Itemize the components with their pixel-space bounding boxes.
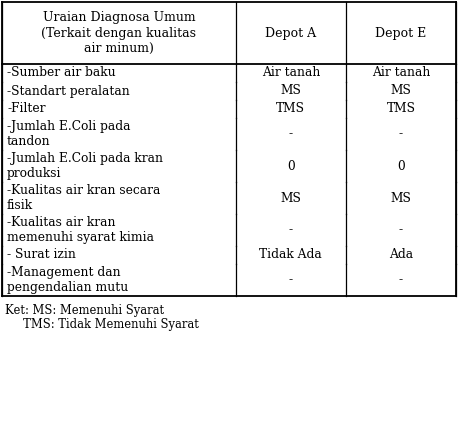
Text: Air tanah: Air tanah — [262, 67, 320, 80]
Text: Depot A: Depot A — [265, 27, 316, 39]
Text: -: - — [289, 127, 293, 141]
Text: -Filter: -Filter — [7, 102, 45, 116]
Text: MS: MS — [391, 85, 411, 98]
Text: -Standart peralatan: -Standart peralatan — [7, 85, 130, 98]
Text: TMS: Tidak Memenuhi Syarat: TMS: Tidak Memenuhi Syarat — [5, 318, 199, 331]
Text: -Sumber air baku: -Sumber air baku — [7, 67, 115, 80]
Text: -: - — [289, 223, 293, 237]
Text: -Kualitas air kran secara
fisik: -Kualitas air kran secara fisik — [7, 184, 160, 212]
Text: -: - — [399, 127, 403, 141]
Text: Ket: MS: Memenuhi Syarat: Ket: MS: Memenuhi Syarat — [5, 304, 164, 317]
Text: Depot E: Depot E — [375, 27, 426, 39]
Text: -Jumlah E.Coli pada
tandon: -Jumlah E.Coli pada tandon — [7, 120, 131, 148]
Text: 0: 0 — [287, 159, 295, 173]
Text: MS: MS — [391, 191, 411, 205]
Text: -: - — [289, 273, 293, 286]
Text: TMS: TMS — [276, 102, 305, 116]
Text: 0: 0 — [397, 159, 405, 173]
Text: -: - — [399, 273, 403, 286]
Text: -: - — [399, 223, 403, 237]
Text: MS: MS — [280, 191, 301, 205]
Text: MS: MS — [280, 85, 301, 98]
Text: -Management dan
pengendalian mutu: -Management dan pengendalian mutu — [7, 266, 128, 294]
Text: -Kualitas air kran
memenuhi syarat kimia: -Kualitas air kran memenuhi syarat kimia — [7, 216, 154, 244]
Text: Uraian Diagnosa Umum
(Terkait dengan kualitas
air minum): Uraian Diagnosa Umum (Terkait dengan kua… — [41, 11, 196, 54]
Text: -Jumlah E.Coli pada kran
produksi: -Jumlah E.Coli pada kran produksi — [7, 152, 163, 180]
Text: Air tanah: Air tanah — [372, 67, 430, 80]
Text: TMS: TMS — [387, 102, 415, 116]
Text: Tidak Ada: Tidak Ada — [260, 248, 322, 261]
Text: - Surat izin: - Surat izin — [7, 248, 76, 261]
Text: Ada: Ada — [389, 248, 413, 261]
